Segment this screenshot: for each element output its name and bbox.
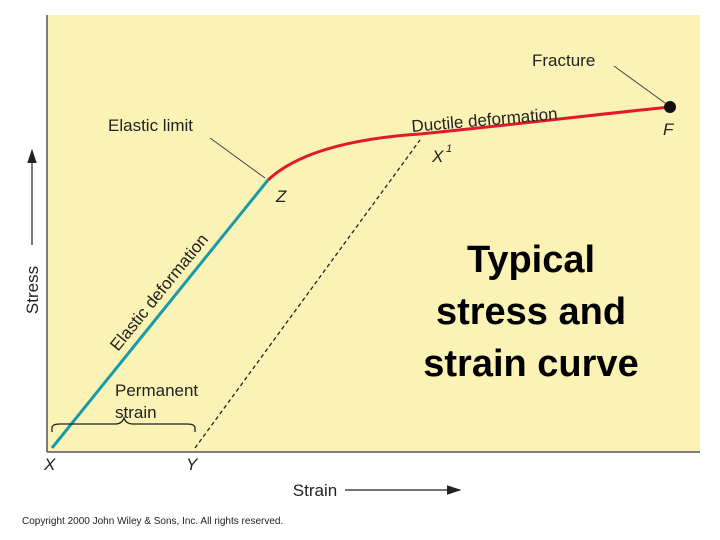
unload-line	[194, 139, 421, 449]
point-label: F	[663, 120, 675, 139]
plot-background	[47, 15, 700, 452]
copyright: Copyright 2000 John Wiley & Sons, Inc. A…	[22, 516, 283, 527]
fracture-dot	[664, 101, 676, 113]
elastic-limit-label: Elastic limit	[108, 116, 193, 135]
title-line: stress and	[436, 291, 626, 333]
fracture-label: Fracture	[532, 51, 595, 70]
permanent-label: Permanent	[115, 381, 198, 400]
point-label-sup: 1	[446, 143, 452, 155]
x-axis-label: Strain	[293, 481, 337, 500]
leader	[209, 137, 266, 179]
elastic-line	[50, 179, 270, 449]
y-axis-label: Stress	[23, 266, 42, 314]
title-line: Typical	[467, 239, 595, 281]
point-label: X	[43, 455, 56, 474]
point-label: Z	[275, 187, 287, 206]
brace	[51, 415, 196, 432]
point-label: Y	[186, 455, 199, 474]
permanent-label: strain	[115, 403, 157, 422]
plastic-curve	[266, 105, 671, 182]
point-label: X	[431, 147, 444, 166]
leader	[613, 65, 666, 104]
title-line: strain curve	[423, 343, 638, 385]
